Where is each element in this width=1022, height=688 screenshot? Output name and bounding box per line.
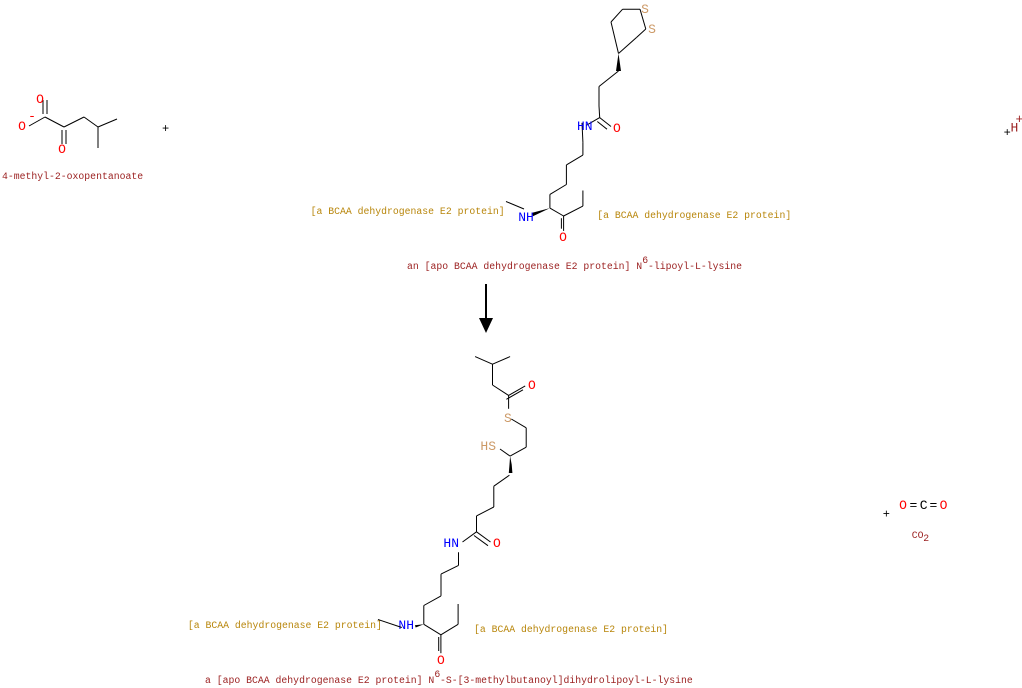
- svg-text:4-methyl-2-oxopentanoate: 4-methyl-2-oxopentanoate: [2, 171, 143, 182]
- svg-text:[a BCAA dehydrogenase E2 prote: [a BCAA dehydrogenase E2 protein]: [474, 624, 668, 635]
- svg-text:HS: HS: [480, 439, 496, 454]
- svg-text:[a BCAA dehydrogenase E2 prote: [a BCAA dehydrogenase E2 protein]: [188, 620, 382, 631]
- svg-text:S: S: [648, 22, 656, 37]
- svg-text:O: O: [437, 653, 445, 668]
- svg-text:O: O: [36, 92, 44, 107]
- svg-text:2: 2: [923, 533, 929, 544]
- svg-text:O: O: [559, 230, 567, 245]
- svg-text:S: S: [641, 2, 649, 17]
- svg-text:NH: NH: [518, 210, 534, 225]
- svg-text:+: +: [1016, 112, 1022, 127]
- svg-text:O: O: [940, 498, 948, 513]
- svg-text:-: -: [28, 109, 36, 124]
- svg-text:O: O: [18, 119, 26, 134]
- svg-text:=: =: [930, 498, 938, 513]
- svg-text:=: =: [910, 498, 918, 513]
- svg-text:S: S: [504, 411, 512, 426]
- svg-text:CO: CO: [912, 530, 924, 541]
- svg-text:O: O: [58, 142, 66, 157]
- svg-text:[a BCAA dehydrogenase E2 prote: [a BCAA dehydrogenase E2 protein]: [597, 210, 791, 221]
- svg-text:NH: NH: [398, 618, 414, 633]
- svg-text:[a BCAA dehydrogenase E2 prote: [a BCAA dehydrogenase E2 protein]: [311, 206, 505, 217]
- svg-text:+: +: [162, 122, 169, 136]
- svg-text:HN: HN: [577, 119, 593, 134]
- svg-text:O: O: [528, 378, 536, 393]
- svg-text:an [apo BCAA dehydrogenase E2: an [apo BCAA dehydrogenase E2 protein] N: [407, 261, 642, 272]
- svg-text:-lipoyl-L-lysine: -lipoyl-L-lysine: [648, 261, 742, 272]
- svg-text:-S-[3-methylbutanoyl]dihydroli: -S-[3-methylbutanoyl]dihydrolipoyl-L-lys…: [440, 675, 693, 686]
- svg-text:O: O: [613, 121, 621, 136]
- svg-text:a [apo BCAA dehydrogenase E2 p: a [apo BCAA dehydrogenase E2 protein] N: [205, 675, 434, 686]
- svg-text:C: C: [920, 498, 928, 513]
- svg-text:+: +: [883, 507, 890, 521]
- svg-text:O: O: [493, 536, 501, 551]
- svg-text:O: O: [899, 498, 907, 513]
- svg-text:HN: HN: [443, 536, 459, 551]
